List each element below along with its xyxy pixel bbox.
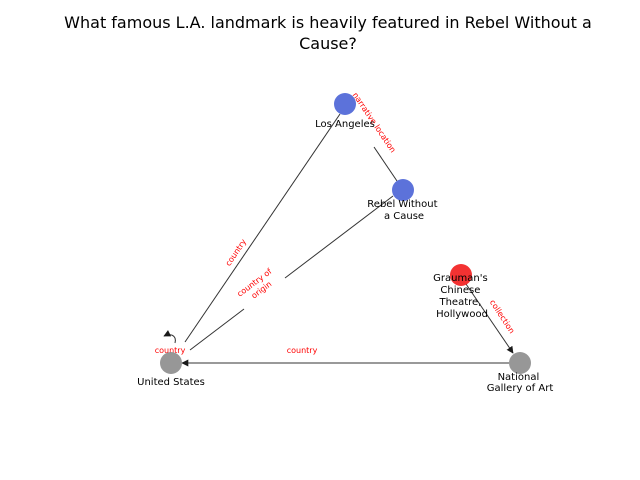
node-labels: Los Angeles Rebel Without a Cause Grauma… xyxy=(137,119,553,394)
edge-country-of-origin-line-lower xyxy=(189,308,245,351)
edge-label-country-self: country xyxy=(155,346,186,355)
edge-label-country-la: country xyxy=(224,237,249,268)
node-label-national-gallery-of-art: National Gallery of Art xyxy=(487,372,554,394)
edge-collection-line xyxy=(465,283,514,354)
nodes xyxy=(160,93,531,374)
node-label-nga-line2: Gallery of Art xyxy=(487,383,554,394)
edge-country-self-loop xyxy=(163,330,176,344)
node-label-united-states: United States xyxy=(137,377,205,388)
node-graumans-chinese-theatre[interactable] xyxy=(450,264,472,286)
node-label-nga-line1: National xyxy=(498,372,540,383)
node-label-graumans-chinese-theatre: Grauman's Chinese Theatre, Hollywood xyxy=(433,273,491,320)
edge-label-country-nga: country xyxy=(287,346,318,355)
node-united-states[interactable] xyxy=(160,352,182,374)
node-label-graumans-line3: Theatre, xyxy=(438,297,481,308)
node-national-gallery-of-art[interactable] xyxy=(509,352,531,374)
node-label-rebel-without-a-cause: Rebel Without a Cause xyxy=(367,199,440,222)
edges: narrative location country country of or… xyxy=(155,91,516,367)
node-label-rebel-line1: Rebel Without xyxy=(367,199,437,210)
edge-country-la-line xyxy=(184,113,341,343)
node-los-angeles[interactable] xyxy=(334,93,356,115)
graph-title-line-1: What famous L.A. landmark is heavily fea… xyxy=(64,13,592,32)
node-rebel-without-a-cause[interactable] xyxy=(392,179,414,201)
node-label-graumans-line2: Chinese xyxy=(440,285,480,296)
node-label-graumans-line1: Grauman's xyxy=(433,273,488,284)
node-label-graumans-line4: Hollywood xyxy=(436,309,488,320)
node-label-rebel-line2: a Cause xyxy=(384,211,424,222)
edge-country-of-origin-line-upper xyxy=(284,195,394,279)
edge-label-country-of-origin: country of origin xyxy=(235,265,281,306)
graph-title-line-2: Cause? xyxy=(299,34,357,53)
edge-narrative-location-line xyxy=(373,146,398,182)
edge-label-collection: collection xyxy=(488,298,516,335)
node-label-los-angeles: Los Angeles xyxy=(315,119,375,130)
